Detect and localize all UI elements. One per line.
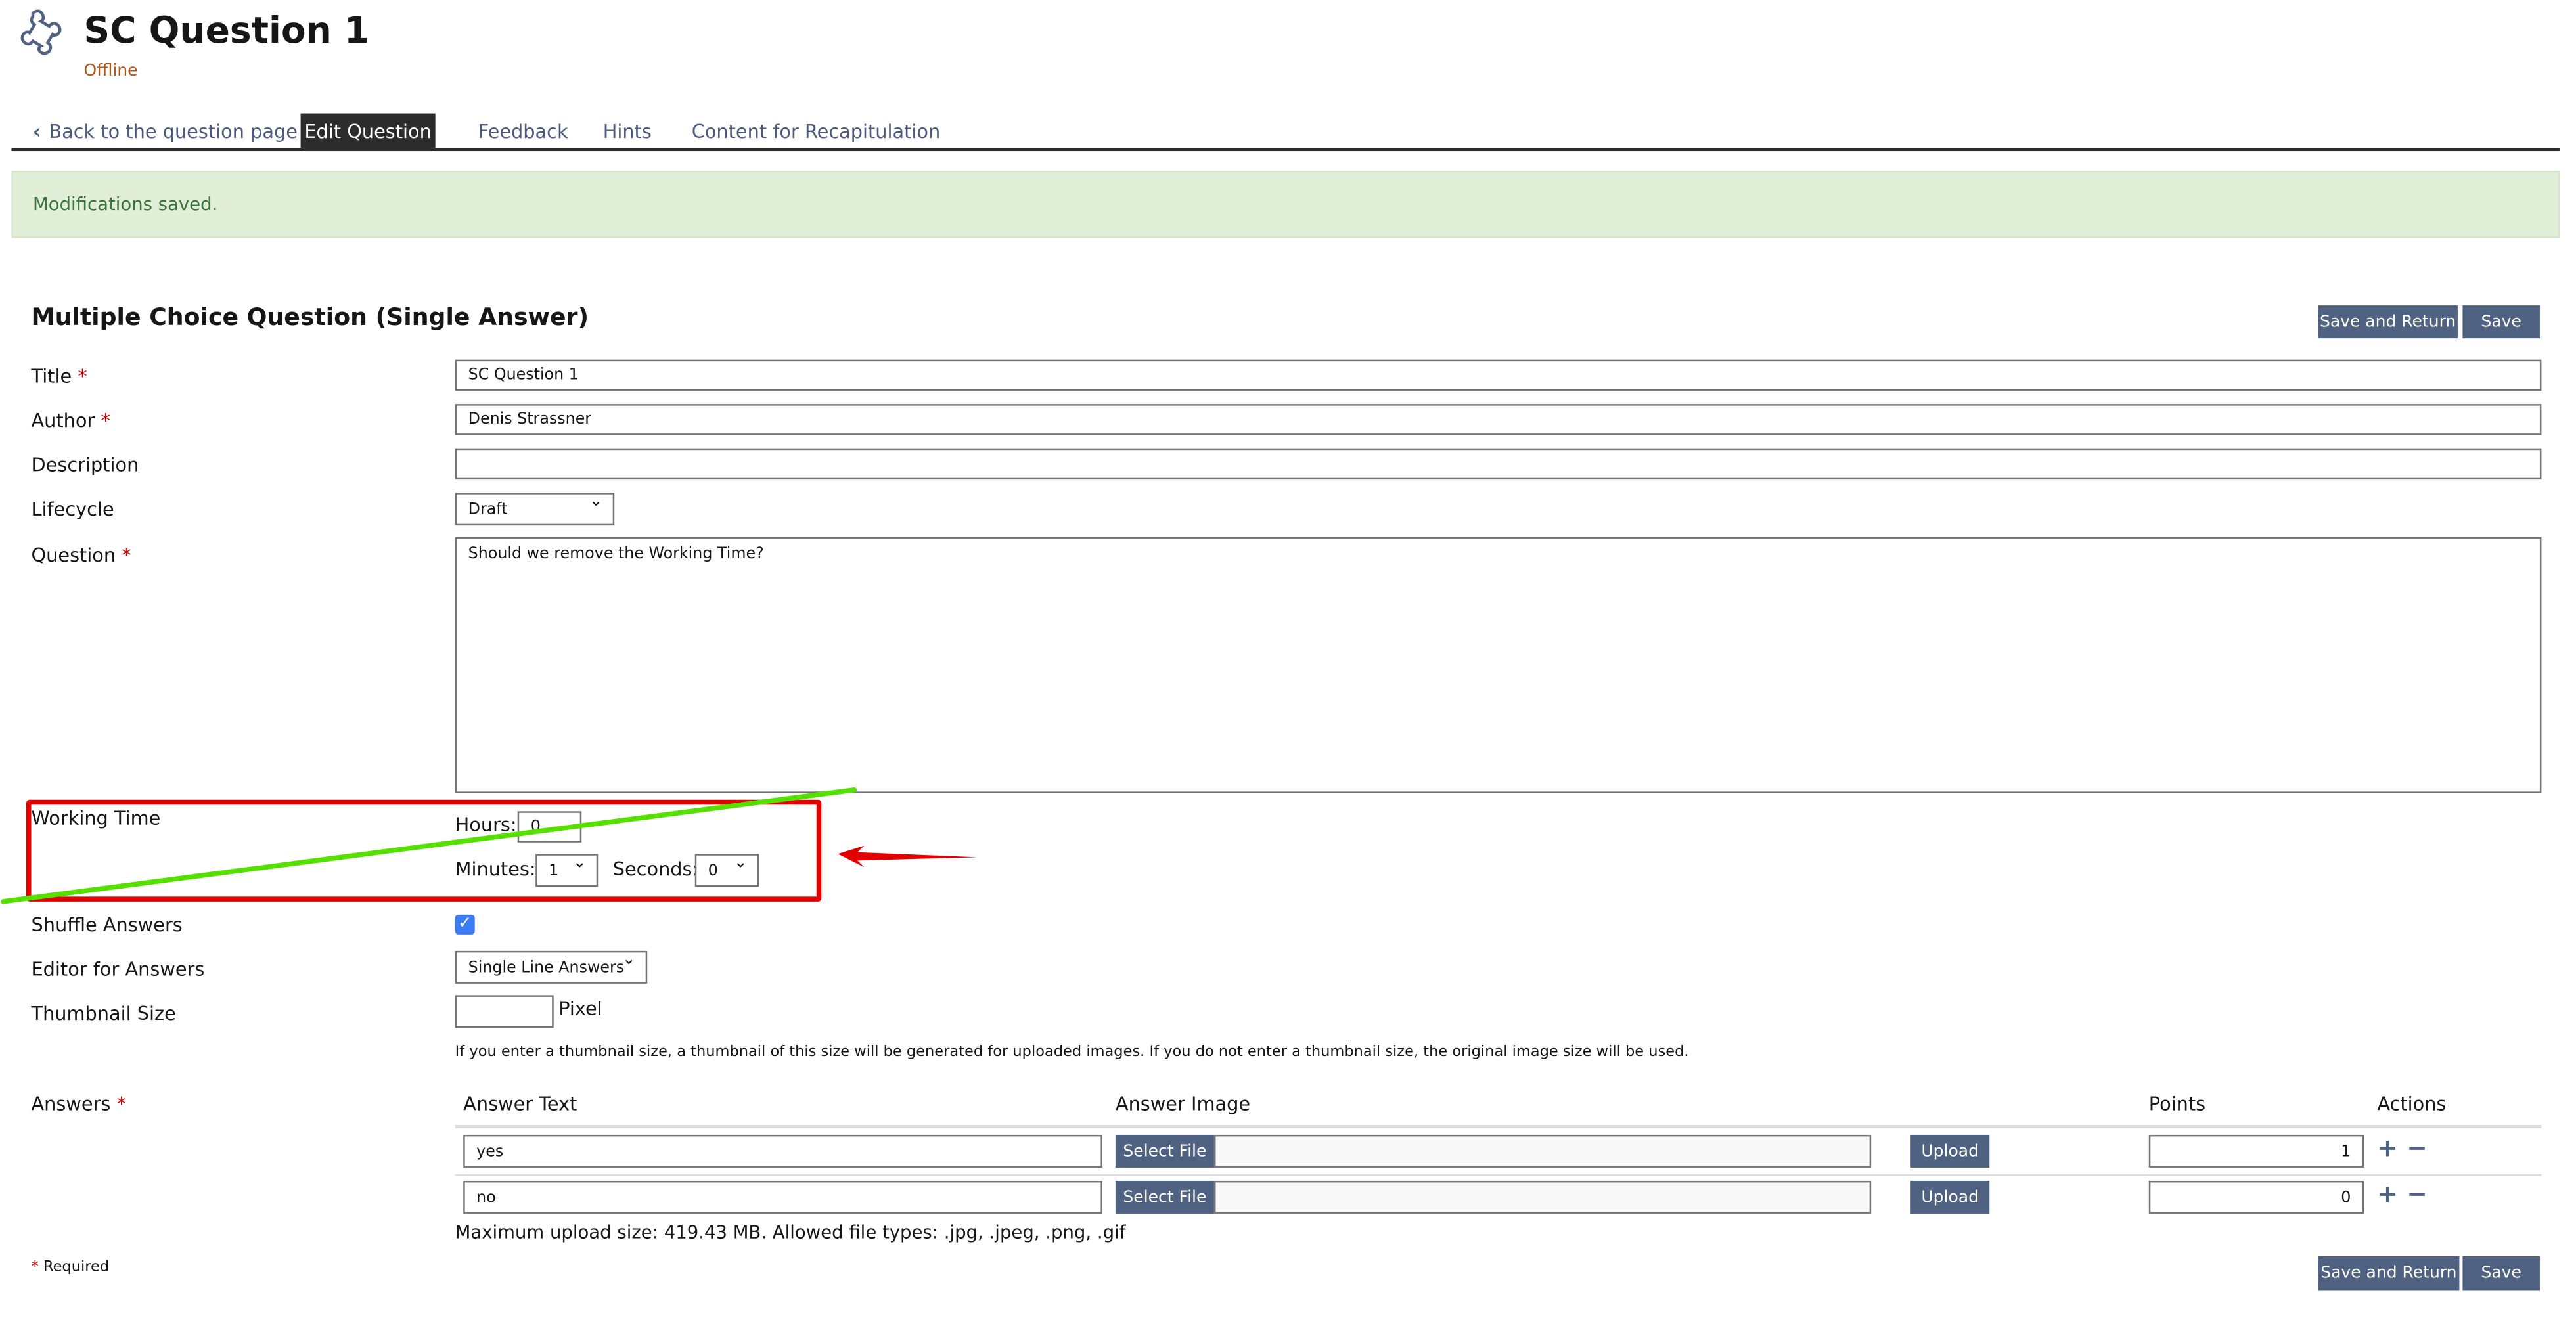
file-name-field xyxy=(1213,1180,1872,1214)
thumbnail-label: Thumbnail Size xyxy=(31,1002,176,1025)
lifecycle-label: Lifecycle xyxy=(31,497,114,521)
answers-label: Answers * xyxy=(32,1092,126,1115)
select-file-button[interactable]: Select File xyxy=(1115,1180,1214,1214)
file-name-field xyxy=(1213,1134,1872,1168)
seconds-label: Seconds: xyxy=(612,857,699,881)
page-title: SC Question 1 xyxy=(83,11,370,53)
shuffle-checkbox[interactable]: ✓ xyxy=(455,914,475,935)
description-input[interactable] xyxy=(455,448,2542,480)
author-label-text: Author xyxy=(31,408,95,432)
select-file-button[interactable]: Select File xyxy=(1115,1134,1214,1168)
save-button-bottom[interactable]: Save xyxy=(2462,1256,2540,1291)
row-divider xyxy=(455,1174,2542,1176)
title-input[interactable]: SC Question 1 xyxy=(455,359,2542,391)
author-label: Author * xyxy=(32,409,110,432)
upload-info: Maximum upload size: 419.43 MB. Allowed … xyxy=(455,1222,1126,1243)
required-note-text: Required xyxy=(43,1259,110,1276)
annotation-red-box xyxy=(26,799,822,902)
question-textarea[interactable]: Should we remove the Working Time? xyxy=(455,537,2542,793)
upload-button[interactable]: Upload xyxy=(1910,1180,1990,1214)
col-actions: Actions xyxy=(2377,1091,2447,1115)
editor-value: Single Line Answers xyxy=(468,958,625,977)
question-label-text: Question xyxy=(31,543,116,567)
thumbnail-help: If you enter a thumbnail size, a thumbna… xyxy=(455,1044,1689,1061)
answer-text-input[interactable]: no xyxy=(463,1180,1102,1214)
tab-hints[interactable]: Hints xyxy=(602,119,652,143)
annotation-overlay xyxy=(1,787,978,904)
remove-answer-icon[interactable]: − xyxy=(2407,1179,2428,1209)
shuffle-label: Shuffle Answers xyxy=(31,913,183,936)
tab-divider xyxy=(11,148,2560,152)
tab-edit-question[interactable]: Edit Question xyxy=(300,113,436,148)
required-mark: * xyxy=(116,1091,126,1115)
save-button[interactable]: Save xyxy=(2462,305,2540,339)
seconds-select[interactable]: 0 xyxy=(694,854,759,887)
required-note: * Required xyxy=(32,1260,110,1276)
tab-recapitulation[interactable]: Content for Recapitulation xyxy=(691,119,941,143)
description-label: Description xyxy=(31,453,139,477)
hours-label: Hours: xyxy=(455,812,517,836)
required-mark: * xyxy=(78,364,87,388)
lifecycle-select[interactable]: Draft xyxy=(455,493,615,526)
success-message: Modifications saved. xyxy=(11,171,2560,238)
minutes-value: 1 xyxy=(549,861,559,880)
answer-text-input[interactable]: yes xyxy=(463,1134,1102,1168)
minutes-select[interactable]: 1 xyxy=(535,854,599,887)
thumbnail-input[interactable] xyxy=(455,995,554,1028)
annotation-arrow-icon xyxy=(838,845,978,868)
points-input[interactable]: 0 xyxy=(2148,1180,2364,1214)
remove-answer-icon[interactable]: − xyxy=(2407,1133,2428,1163)
question-label: Question * xyxy=(32,544,131,567)
col-points: Points xyxy=(2148,1091,2206,1115)
form-heading: Multiple Choice Question (Single Answer) xyxy=(31,305,589,332)
add-answer-icon[interactable]: + xyxy=(2377,1179,2398,1209)
save-and-return-button[interactable]: Save and Return xyxy=(2318,305,2458,339)
title-label: Title * xyxy=(32,364,87,387)
chevron-left-icon: ‹ xyxy=(33,119,41,143)
tab-back[interactable]: ‹ Back to the question page xyxy=(33,114,298,148)
table-header-divider xyxy=(455,1124,2542,1128)
title-label-text: Title xyxy=(31,364,72,388)
seconds-value: 0 xyxy=(708,861,718,880)
annotation-strike-line xyxy=(1,787,857,904)
working-time-label: Working Time xyxy=(31,806,161,829)
required-mark: * xyxy=(101,408,110,432)
editor-label: Editor for Answers xyxy=(31,957,205,980)
author-input[interactable]: Denis Strassner xyxy=(455,404,2542,435)
required-mark: * xyxy=(122,543,131,567)
points-input[interactable]: 1 xyxy=(2148,1134,2364,1168)
tab-feedback[interactable]: Feedback xyxy=(478,119,568,143)
status-offline: Offline xyxy=(83,62,138,81)
tab-back-label: Back to the question page xyxy=(49,119,298,143)
answers-label-text: Answers xyxy=(31,1091,111,1115)
add-answer-icon[interactable]: + xyxy=(2377,1133,2398,1163)
upload-button[interactable]: Upload xyxy=(1910,1134,1990,1168)
save-and-return-button-bottom[interactable]: Save and Return xyxy=(2318,1256,2460,1291)
required-mark: * xyxy=(31,1259,39,1276)
lifecycle-value: Draft xyxy=(468,500,508,518)
editor-select[interactable]: Single Line Answers xyxy=(455,950,648,984)
minutes-label: Minutes: xyxy=(455,857,536,881)
thumbnail-unit: Pixel xyxy=(558,996,602,1020)
success-text: Modifications saved. xyxy=(33,194,218,215)
col-answer-image: Answer Image xyxy=(1115,1091,1251,1115)
puzzle-icon xyxy=(20,9,62,55)
col-answer-text: Answer Text xyxy=(463,1091,577,1115)
